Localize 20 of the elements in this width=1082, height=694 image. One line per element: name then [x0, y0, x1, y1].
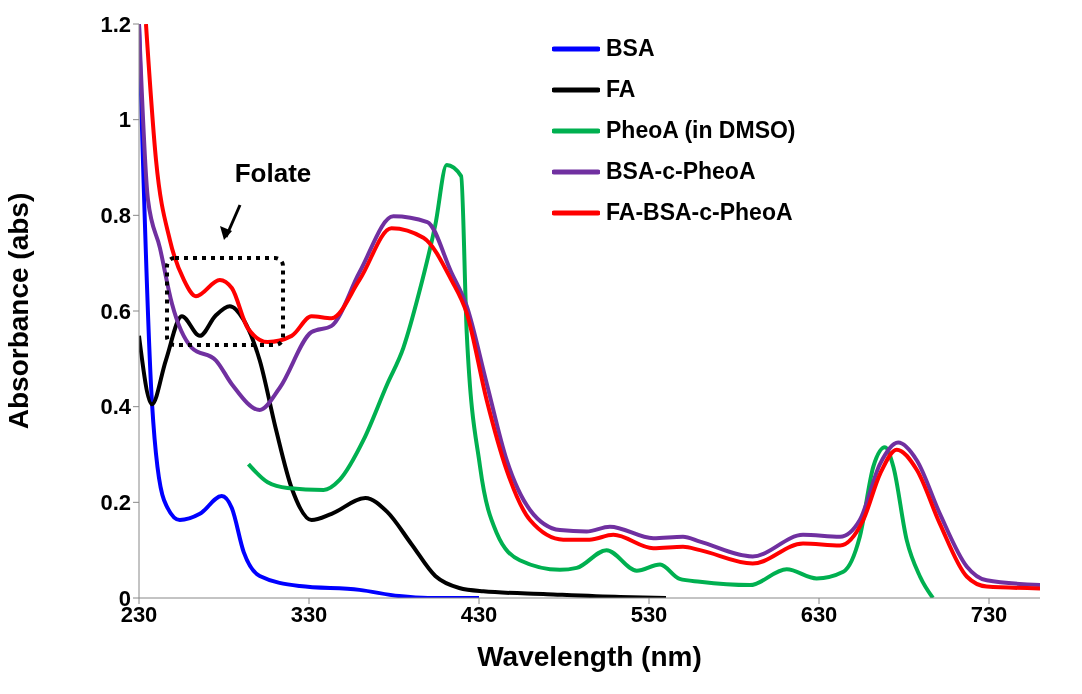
- x-tick-label: 330: [290, 601, 328, 627]
- y-tick-label: 0.2: [100, 490, 131, 516]
- y-tick-label: 1.2: [100, 11, 131, 37]
- y-tick-label: 0.4: [100, 394, 132, 420]
- y-axis-title: Absorbance (abs): [2, 192, 34, 430]
- legend-label: FA-BSA-c-PheoA: [606, 199, 793, 226]
- x-tick-label: 530: [630, 601, 668, 627]
- x-tick-label: 730: [970, 601, 1008, 627]
- legend-label: PheoA (in DMSO): [606, 117, 796, 144]
- y-tick-label: 0.6: [100, 298, 131, 324]
- legend-label: FA: [606, 76, 636, 103]
- x-tick-label: 630: [800, 601, 838, 627]
- y-tick-label: 1: [118, 107, 131, 133]
- line-series: [139, 304, 668, 598]
- x-tick-label: 430: [460, 601, 498, 627]
- y-tick-label: 0.8: [100, 203, 131, 229]
- legend-label: BSA-c-PheoA: [606, 158, 756, 185]
- legend-label: BSA: [606, 35, 655, 62]
- x-axis-title: Wavelength (nm): [477, 640, 702, 672]
- annotation: Folate: [234, 158, 312, 188]
